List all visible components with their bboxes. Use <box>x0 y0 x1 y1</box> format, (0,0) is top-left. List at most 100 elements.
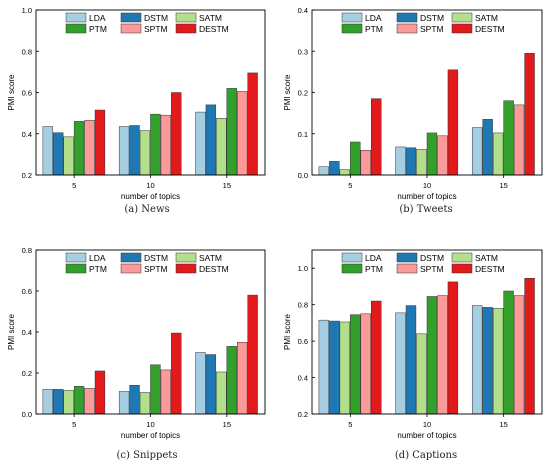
bar-sptm-5 <box>84 388 95 415</box>
x-tick-label: 10 <box>423 181 431 190</box>
panel-caption: (b) Tweets <box>399 204 452 215</box>
x-tick-label: 10 <box>146 420 154 429</box>
chart-panel-1: 0.2 0.4 0.6 0.8 1.0 5 10 15 number of topics PMI … <box>7 6 266 215</box>
legend-label-satm: SATM <box>199 13 222 23</box>
bar-satm-5 <box>339 169 350 176</box>
bar-lda-15 <box>195 352 206 415</box>
bar-dstm-10 <box>129 385 140 415</box>
bar-destm-5 <box>94 370 106 415</box>
y-tick-label: 0.4 <box>298 6 308 15</box>
legend-swatch-destm <box>175 263 197 274</box>
y-tick-label: 0.0 <box>22 410 32 419</box>
y-tick-label: 0.2 <box>22 369 32 378</box>
bar-ptm-10 <box>426 132 438 176</box>
panel-caption: (d) Captions <box>395 450 457 461</box>
bar-destm-15 <box>524 277 535 415</box>
y-tick-label: 0.4 <box>22 130 32 139</box>
bar-ptm-5 <box>350 141 361 176</box>
legend: LDA DSTM SATM PTM SPTM DESTM <box>341 12 505 34</box>
bar-dstm-15 <box>205 104 217 176</box>
bar-satm-10 <box>416 333 427 415</box>
bar-destm-15 <box>524 53 535 176</box>
y-axis-label: PMI score <box>283 313 292 350</box>
x-axis-label: number of topics <box>121 192 180 201</box>
bar-lda-5 <box>42 389 53 415</box>
y-tick-label: 0.1 <box>298 130 308 139</box>
bar-destm-10 <box>447 281 459 415</box>
y-tick-label: 0.2 <box>298 89 308 98</box>
legend-swatch-destm <box>175 23 197 34</box>
legend-label-lda: LDA <box>365 253 382 263</box>
bar-dstm-15 <box>482 119 493 176</box>
bar-sptm-10 <box>160 369 172 415</box>
bar-satm-10 <box>416 149 427 176</box>
chart-panel-3: 0.0 0.2 0.4 0.6 0.8 5 10 15 number of topics PMI … <box>7 246 266 461</box>
legend-label-destm: DESTM <box>475 24 505 34</box>
y-tick-label: 0.2 <box>22 171 32 180</box>
legend-label-dstm: DSTM <box>420 13 444 23</box>
legend-swatch-dstm <box>396 252 418 263</box>
y-tick-label: 0.6 <box>22 89 32 98</box>
legend-label-destm: DESTM <box>199 24 229 34</box>
legend-label-dstm: DSTM <box>144 13 168 23</box>
legend-swatch-sptm <box>396 23 418 34</box>
legend-label-dstm: DSTM <box>420 253 444 263</box>
bar-satm-5 <box>63 390 74 415</box>
legend-swatch-dstm <box>396 12 418 23</box>
legend-swatch-ptm <box>65 263 87 274</box>
y-tick-label: 0.8 <box>22 47 32 56</box>
legend-label-lda: LDA <box>89 13 106 23</box>
legend-label-satm: SATM <box>199 253 222 263</box>
bar-dstm-15 <box>205 354 217 415</box>
bar-dstm-10 <box>129 125 140 176</box>
bar-dstm-15 <box>482 307 493 415</box>
bar-satm-15 <box>492 132 504 176</box>
bar-destm-5 <box>371 98 382 176</box>
legend-label-sptm: SPTM <box>144 264 168 274</box>
x-tick-label: 15 <box>499 181 507 190</box>
bar-sptm-15 <box>237 91 248 176</box>
bar-satm-15 <box>216 118 227 176</box>
x-axis-label: number of topics <box>397 192 456 201</box>
x-tick-label: 5 <box>72 181 76 190</box>
bar-dstm-10 <box>405 147 417 176</box>
bar-ptm-5 <box>350 314 361 415</box>
chart-panel-2: 0.0 0.1 0.2 0.3 0.4 5 10 15 number of topics PMI … <box>283 6 543 215</box>
x-axis-label: number of topics <box>121 431 180 440</box>
bar-sptm-5 <box>84 120 95 176</box>
y-tick-label: 0.4 <box>298 374 308 383</box>
legend-swatch-destm <box>451 23 473 34</box>
x-tick-label: 15 <box>499 420 507 429</box>
y-axis-label: PMI score <box>7 74 16 111</box>
bar-ptm-15 <box>226 346 237 415</box>
x-tick-label: 15 <box>223 181 231 190</box>
chart-panel-4: 0.2 0.4 0.6 0.8 1.0 5 10 15 number of topics PMI … <box>283 249 543 461</box>
legend-label-destm: DESTM <box>199 264 229 274</box>
bar-sptm-15 <box>513 104 525 176</box>
y-tick-label: 1.0 <box>22 6 32 15</box>
legend-label-ptm: PTM <box>89 264 107 274</box>
legend-label-destm: DESTM <box>475 264 505 274</box>
legend-label-sptm: SPTM <box>420 264 444 274</box>
bar-destm-5 <box>371 300 382 415</box>
legend-label-ptm: PTM <box>365 264 383 274</box>
legend-swatch-sptm <box>120 23 142 34</box>
y-axis-label: PMI score <box>283 74 292 111</box>
legend-swatch-satm <box>175 252 197 263</box>
panel-caption: (c) Snippets <box>117 450 178 461</box>
bar-lda-15 <box>471 305 483 415</box>
legend-swatch-ptm <box>65 23 87 34</box>
legend-swatch-satm <box>175 12 197 23</box>
x-tick-label: 10 <box>423 420 431 429</box>
bar-satm-5 <box>339 321 350 415</box>
bar-ptm-15 <box>226 88 237 176</box>
bar-lda-10 <box>118 391 130 415</box>
bar-ptm-15 <box>503 290 514 415</box>
bar-ptm-10 <box>150 113 161 176</box>
legend-swatch-ptm <box>341 263 363 274</box>
legend-swatch-satm <box>451 12 473 23</box>
bar-sptm-5 <box>360 150 371 176</box>
bar-lda-15 <box>471 127 483 176</box>
bar-sptm-15 <box>513 295 525 415</box>
bar-sptm-10 <box>437 135 448 176</box>
